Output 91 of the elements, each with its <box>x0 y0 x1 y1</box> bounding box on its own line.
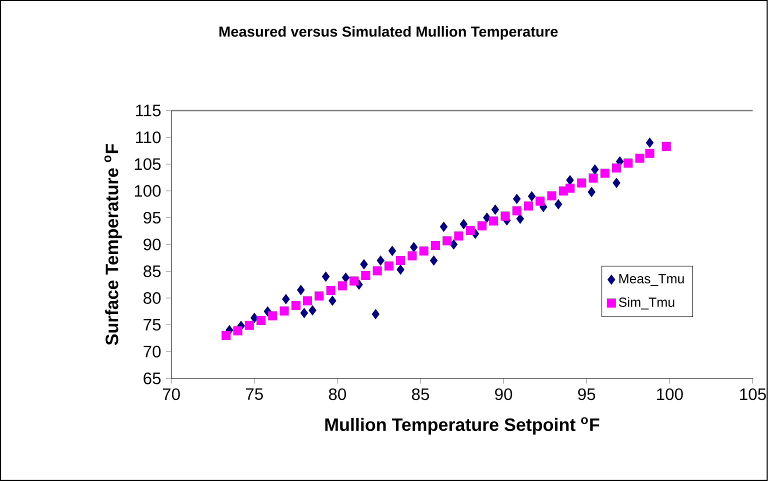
point <box>244 320 254 330</box>
point <box>388 246 396 256</box>
point <box>662 142 671 151</box>
point <box>376 256 384 266</box>
point <box>645 148 654 158</box>
x-tick-label: 85 <box>412 388 430 400</box>
point <box>516 214 524 224</box>
point <box>512 206 522 216</box>
y-tick-label: 100 <box>134 185 161 197</box>
legend-label: Meas_Tmu <box>619 274 684 286</box>
point <box>565 184 575 193</box>
x-tick-label: 95 <box>578 388 596 400</box>
point <box>591 164 599 175</box>
y-tick-label: 65 <box>144 372 161 384</box>
chart-title: Measured versus Simulated Mullion Temperature <box>219 26 558 40</box>
point <box>282 294 290 304</box>
point <box>491 204 500 215</box>
y-axis-title: Surface Temperature $^{o}$F <box>104 144 122 346</box>
point <box>547 191 556 200</box>
point <box>326 286 336 296</box>
y-tick-label: 85 <box>144 265 161 278</box>
point <box>268 311 278 320</box>
point <box>512 194 521 204</box>
point <box>291 301 300 310</box>
point <box>342 272 350 283</box>
point <box>430 256 438 266</box>
y-tick-label: 110 <box>136 131 161 144</box>
point <box>430 241 440 250</box>
y-tick-label: 70 <box>144 346 161 358</box>
point <box>612 163 622 172</box>
y-tick-label: 105 <box>134 158 161 170</box>
point <box>408 251 417 260</box>
point <box>396 256 406 266</box>
point <box>450 239 458 250</box>
point <box>524 201 533 210</box>
point <box>396 264 404 275</box>
point <box>322 272 330 282</box>
point <box>308 305 316 316</box>
point <box>483 212 491 223</box>
point <box>361 271 370 280</box>
point <box>624 158 633 168</box>
point <box>338 281 347 290</box>
point <box>410 242 418 252</box>
y-tick-label: 95 <box>144 212 161 224</box>
point <box>372 309 380 320</box>
x-tick-label: 75 <box>246 388 263 400</box>
point <box>350 276 359 286</box>
point <box>577 178 586 188</box>
point <box>460 219 468 230</box>
x-tick-label: 80 <box>328 388 346 400</box>
point <box>454 231 464 240</box>
point <box>222 331 231 340</box>
x-tick-label: 70 <box>162 388 180 400</box>
y-tick-label: 115 <box>136 104 161 116</box>
point <box>297 284 305 296</box>
y-tick-label: 75 <box>144 319 161 331</box>
point <box>588 186 596 198</box>
point <box>554 199 562 210</box>
point <box>442 236 452 246</box>
point <box>566 175 574 186</box>
point <box>372 266 382 276</box>
point <box>256 316 266 326</box>
point <box>233 326 242 336</box>
point <box>300 308 308 318</box>
point <box>384 261 394 270</box>
x-tick-label: 90 <box>495 388 512 400</box>
point <box>419 246 428 256</box>
point <box>635 154 644 163</box>
point <box>360 259 368 270</box>
point <box>440 222 448 232</box>
point <box>303 296 312 306</box>
point <box>314 291 324 300</box>
point <box>280 306 289 316</box>
legend-label: Sim_Tmu <box>618 297 674 310</box>
point <box>328 296 336 306</box>
point <box>500 212 510 221</box>
point <box>528 191 536 202</box>
point <box>600 168 610 178</box>
point <box>646 138 654 148</box>
point <box>588 174 598 183</box>
point <box>489 216 498 226</box>
x-tick-label: 105 <box>740 388 766 400</box>
y-tick-label: 90 <box>144 238 161 250</box>
x-axis-title: Mullion Temperature Setpoint $^{o}$F <box>325 417 600 435</box>
point <box>477 221 486 230</box>
point <box>466 226 475 236</box>
point <box>536 196 545 206</box>
y-tick-label: 80 <box>144 292 161 304</box>
x-tick-label: 100 <box>657 388 683 400</box>
point <box>612 178 620 188</box>
point <box>250 312 258 323</box>
